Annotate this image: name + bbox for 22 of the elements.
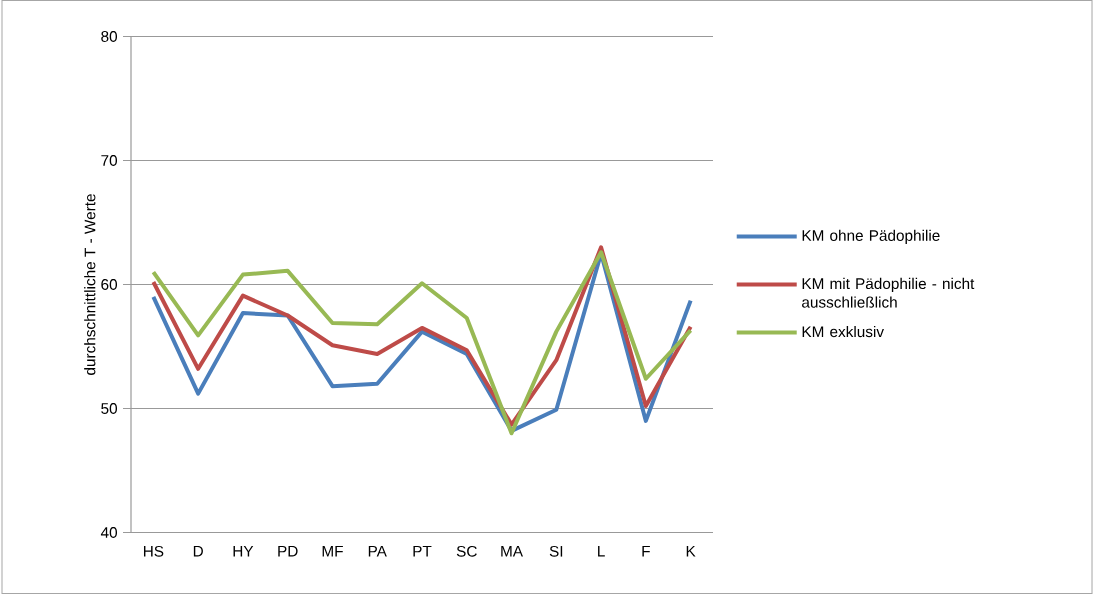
y-tick-label: 60: [101, 279, 118, 291]
x-tick-label: F: [642, 546, 650, 557]
x-tick-label: HS: [143, 546, 164, 557]
x-tick-label: PT: [413, 546, 432, 557]
x-tick-label: SC: [456, 546, 477, 557]
y-tick-label: 70: [101, 155, 118, 167]
x-tick-label: PD: [278, 546, 298, 557]
legend-label: KM exklusiv: [802, 326, 884, 338]
x-tick-label: L: [598, 546, 605, 557]
y-axis-title: durchschnittliche T - Werte: [84, 194, 96, 376]
x-tick-label: HY: [233, 546, 254, 557]
y-tick-label: 80: [101, 31, 118, 43]
x-tick-label: D: [193, 546, 203, 557]
x-tick-label: K: [686, 546, 696, 557]
legend-label: KM mit Pädophilie - nicht ausschließlich: [802, 278, 975, 308]
legend-label: KM ohne Pädophilie: [802, 229, 940, 245]
y-tick-label: 40: [100, 527, 118, 539]
y-tick-label: 50: [101, 403, 118, 415]
x-tick-label: MA: [501, 546, 523, 557]
x-tick-label: PA: [368, 546, 387, 557]
x-tick-label: MF: [322, 546, 343, 557]
x-tick-label: SI: [549, 546, 563, 557]
